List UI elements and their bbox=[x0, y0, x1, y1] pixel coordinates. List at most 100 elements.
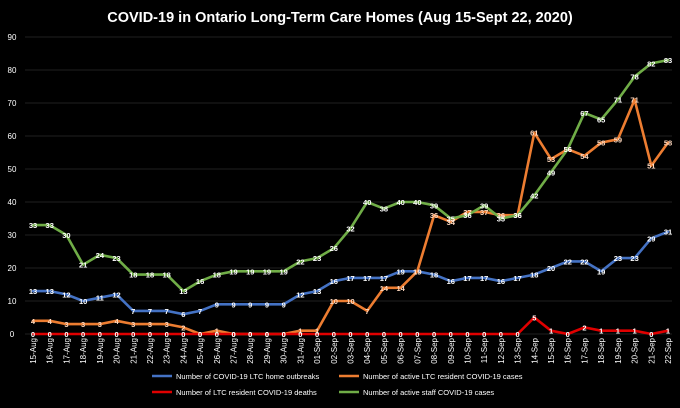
data-label: 23 bbox=[112, 254, 120, 263]
data-label: 17 bbox=[463, 274, 471, 283]
data-label: 22 bbox=[580, 257, 588, 266]
x-tick-label: 28-Aug bbox=[246, 338, 255, 364]
x-tick-label: 17-Aug bbox=[62, 338, 71, 364]
data-label: 0 bbox=[48, 330, 52, 339]
data-label: 9 bbox=[231, 300, 235, 309]
y-tick-label: 10 bbox=[8, 297, 17, 306]
data-label: 13 bbox=[179, 287, 187, 296]
data-label: 12 bbox=[296, 290, 304, 299]
data-label: 78 bbox=[630, 73, 638, 82]
data-label: 4 bbox=[31, 317, 36, 326]
data-label: 0 bbox=[332, 330, 336, 339]
data-label: 0 bbox=[482, 330, 486, 339]
data-label: 18 bbox=[146, 271, 154, 280]
data-label: 9 bbox=[248, 300, 252, 309]
data-label: 17 bbox=[363, 274, 371, 283]
chart-title: COVID-19 in Ontario Long-Term Care Homes… bbox=[107, 10, 573, 26]
x-tick-label: 01-Sep bbox=[313, 337, 322, 363]
x-tick-label: 21-Sep bbox=[647, 337, 656, 363]
data-label: 17 bbox=[346, 274, 354, 283]
data-label: 59 bbox=[614, 135, 622, 144]
data-label: 0 bbox=[449, 330, 453, 339]
data-label: 7 bbox=[148, 307, 152, 316]
data-label: 3 bbox=[98, 320, 102, 329]
data-label: 13 bbox=[313, 287, 321, 296]
data-label: 0 bbox=[516, 330, 520, 339]
data-label: 23 bbox=[614, 254, 622, 263]
legend-label: Number of COVID-19 LTC home outbreaks bbox=[176, 372, 320, 381]
data-label: 4 bbox=[48, 317, 53, 326]
data-label: 5 bbox=[532, 314, 536, 323]
data-label: 18 bbox=[129, 271, 137, 280]
x-tick-label: 14-Sep bbox=[530, 337, 539, 363]
x-tick-label: 17-Sep bbox=[580, 337, 589, 363]
x-tick-label: 24-Aug bbox=[179, 338, 188, 364]
data-label: 11 bbox=[96, 294, 104, 303]
data-label: 9 bbox=[282, 300, 286, 309]
data-label: 34 bbox=[447, 218, 456, 227]
data-label: 4 bbox=[114, 317, 119, 326]
data-label: 51 bbox=[647, 162, 655, 171]
data-label: 9 bbox=[265, 300, 269, 309]
data-label: 10 bbox=[79, 297, 87, 306]
x-tick-label: 22-Aug bbox=[146, 338, 155, 364]
data-label: 14 bbox=[380, 284, 389, 293]
data-label: 42 bbox=[530, 191, 538, 200]
data-label: 19 bbox=[396, 267, 404, 276]
x-tick-label: 23-Aug bbox=[163, 338, 172, 364]
y-tick-label: 40 bbox=[8, 198, 17, 207]
data-label: 40 bbox=[363, 198, 371, 207]
x-tick-label: 19-Sep bbox=[614, 337, 623, 363]
data-label: 19 bbox=[413, 267, 421, 276]
x-tick-label: 08-Sep bbox=[430, 337, 439, 363]
data-label: 16 bbox=[196, 277, 204, 286]
x-tick-label: 27-Aug bbox=[230, 338, 239, 364]
series-line bbox=[31, 316, 670, 336]
data-label: 36 bbox=[513, 211, 521, 220]
data-label: 1 bbox=[616, 327, 620, 336]
data-label: 58 bbox=[664, 139, 672, 148]
data-label: 36 bbox=[497, 211, 505, 220]
x-tick-label: 18-Aug bbox=[79, 338, 88, 364]
legend-label: Number of active staff COVID-19 cases bbox=[363, 388, 494, 397]
x-tick-label: 21-Aug bbox=[129, 338, 138, 364]
data-label: 17 bbox=[513, 274, 521, 283]
x-tick-label: 19-Aug bbox=[96, 338, 105, 364]
data-label: 10 bbox=[346, 297, 354, 306]
data-label: 6 bbox=[181, 310, 185, 319]
x-axis: 15-Aug 16-Aug 17-Aug 18-Aug 19-Aug 20-Aug 21-A… bbox=[29, 337, 673, 363]
data-label: 0 bbox=[282, 330, 286, 339]
data-label: 0 bbox=[432, 330, 436, 339]
y-tick-label: 50 bbox=[8, 165, 17, 174]
y-tick-label: 90 bbox=[8, 33, 17, 42]
data-label: 17 bbox=[480, 274, 488, 283]
data-label: 0 bbox=[282, 330, 286, 339]
data-label: 16 bbox=[497, 277, 505, 286]
data-label: 7 bbox=[365, 307, 369, 316]
data-label: 39 bbox=[480, 201, 488, 210]
data-label: 2 bbox=[582, 323, 586, 332]
data-label: 7 bbox=[165, 307, 169, 316]
data-label: 21 bbox=[79, 261, 87, 270]
x-tick-label: 10-Sep bbox=[463, 337, 472, 363]
data-label: 0 bbox=[465, 330, 469, 339]
data-label: 37 bbox=[463, 208, 471, 217]
data-label: 39 bbox=[430, 201, 438, 210]
data-label: 0 bbox=[64, 330, 68, 339]
x-tick-label: 03-Sep bbox=[347, 337, 356, 363]
data-label: 26 bbox=[330, 244, 338, 253]
data-label: 35 bbox=[447, 215, 455, 224]
data-label: 1 bbox=[549, 327, 553, 336]
x-tick-label: 16-Sep bbox=[564, 337, 573, 363]
data-label: 7 bbox=[198, 307, 202, 316]
data-label: 71 bbox=[630, 96, 638, 105]
series-line bbox=[31, 230, 670, 316]
data-label: 0 bbox=[248, 330, 252, 339]
x-tick-label: 12-Sep bbox=[497, 337, 506, 363]
data-label: 0 bbox=[231, 330, 235, 339]
data-label: 0 bbox=[499, 330, 503, 339]
data-label: 19 bbox=[246, 267, 254, 276]
data-label: 1 bbox=[315, 327, 319, 336]
